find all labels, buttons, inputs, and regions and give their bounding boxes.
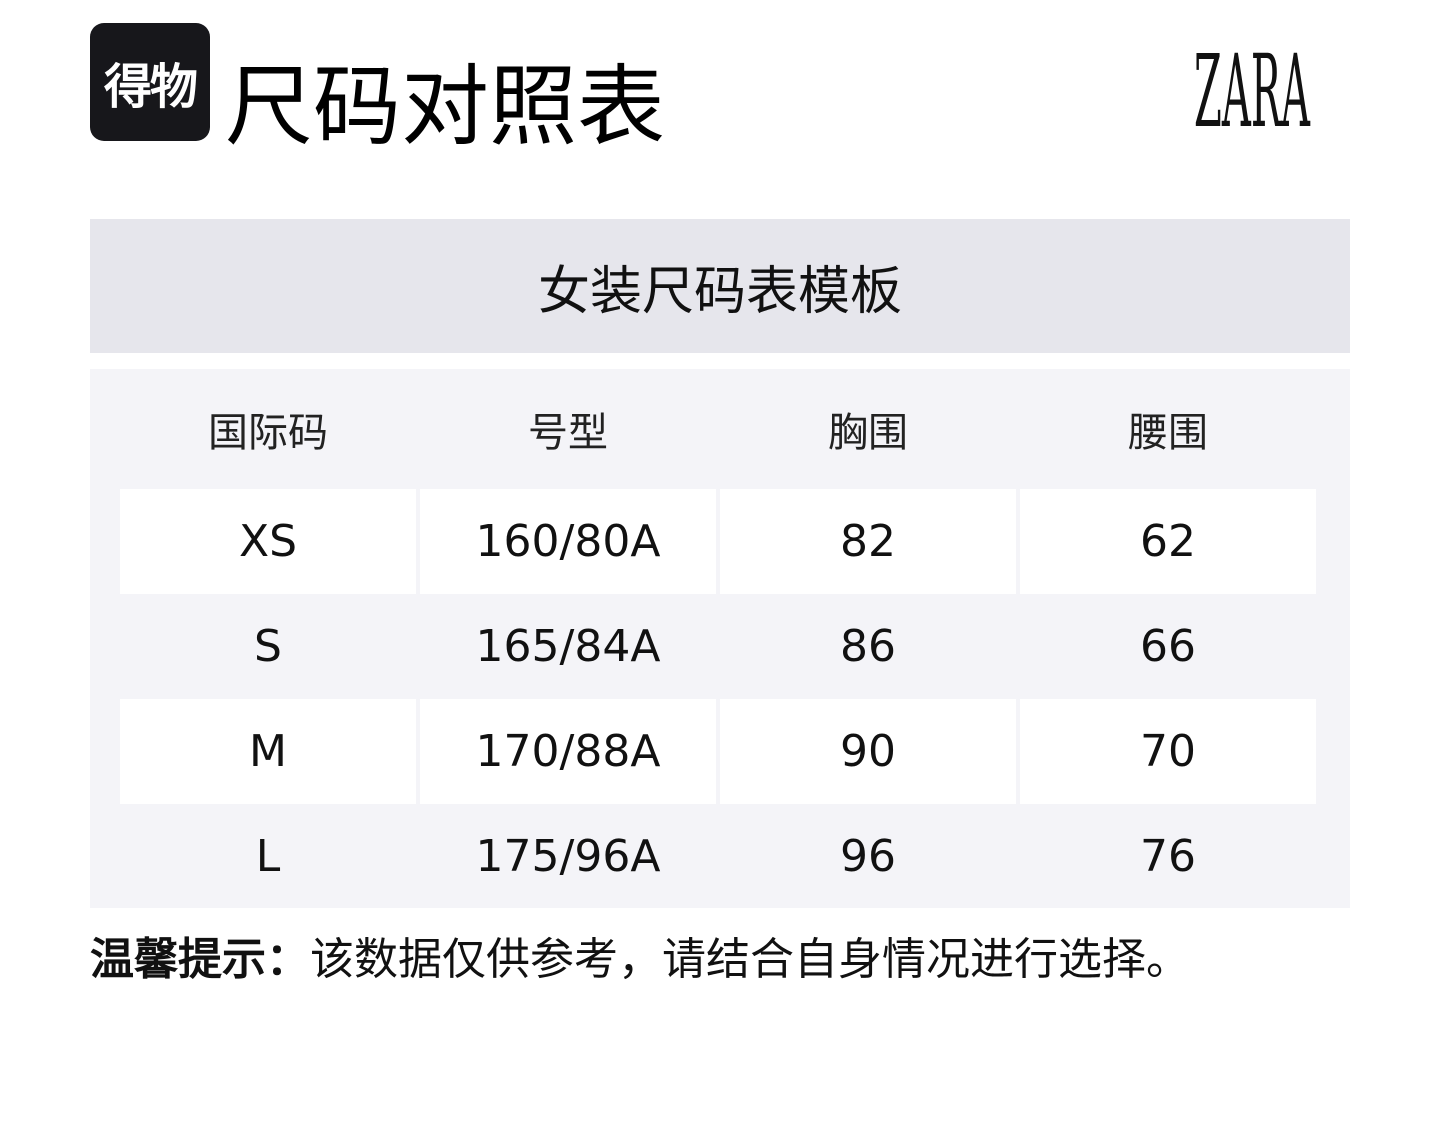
- table-cell: 76: [1140, 831, 1196, 882]
- table-cell: 62: [1020, 489, 1316, 594]
- table-row: L 175/96A 96 76: [120, 804, 1320, 909]
- tip-text: 该数据仅供参考，请结合自身情况进行选择。: [310, 934, 1190, 985]
- table-header-row: 国际码 号型 胸围 腰围: [120, 369, 1320, 489]
- table-row: S 165/84A 86 66: [120, 594, 1320, 699]
- svg-text:ZARA: ZARA: [1194, 34, 1311, 132]
- table-cell: 175/96A: [475, 831, 661, 882]
- table-cell: 90: [720, 699, 1016, 804]
- column-header: 号型: [528, 410, 608, 456]
- table-cell: 160/80A: [420, 489, 716, 594]
- table-cell: 165/84A: [475, 621, 661, 672]
- table-cell: 170/88A: [420, 699, 716, 804]
- table-cell: S: [254, 621, 282, 672]
- zara-logo: ZARA: [1194, 34, 1311, 132]
- column-header: 腰围: [1128, 410, 1208, 456]
- table-cell: M: [120, 699, 416, 804]
- table-cell: 82: [720, 489, 1016, 594]
- table-cell: XS: [120, 489, 416, 594]
- column-header: 胸围: [828, 410, 908, 456]
- dewu-logo: 得物: [90, 23, 210, 141]
- footer-tip: 温馨提示：该数据仅供参考，请结合自身情况进行选择。: [90, 928, 1190, 992]
- table-cell: 70: [1020, 699, 1316, 804]
- table-cell: 96: [840, 831, 896, 882]
- table-cell: L: [255, 831, 281, 882]
- size-table: 国际码 号型 胸围 腰围 XS 160/80A 82 62 S 165/84A …: [90, 369, 1350, 908]
- table-row: M 170/88A 90 70: [120, 699, 1320, 804]
- tip-label: 温馨提示：: [90, 934, 310, 985]
- table-cell: 66: [1140, 621, 1196, 672]
- table-row: XS 160/80A 82 62: [120, 489, 1320, 594]
- column-header: 国际码: [208, 410, 328, 456]
- table-caption: 女装尺码表模板: [90, 219, 1350, 353]
- table-cell: 86: [840, 621, 896, 672]
- page-title: 尺码对照表: [225, 55, 666, 158]
